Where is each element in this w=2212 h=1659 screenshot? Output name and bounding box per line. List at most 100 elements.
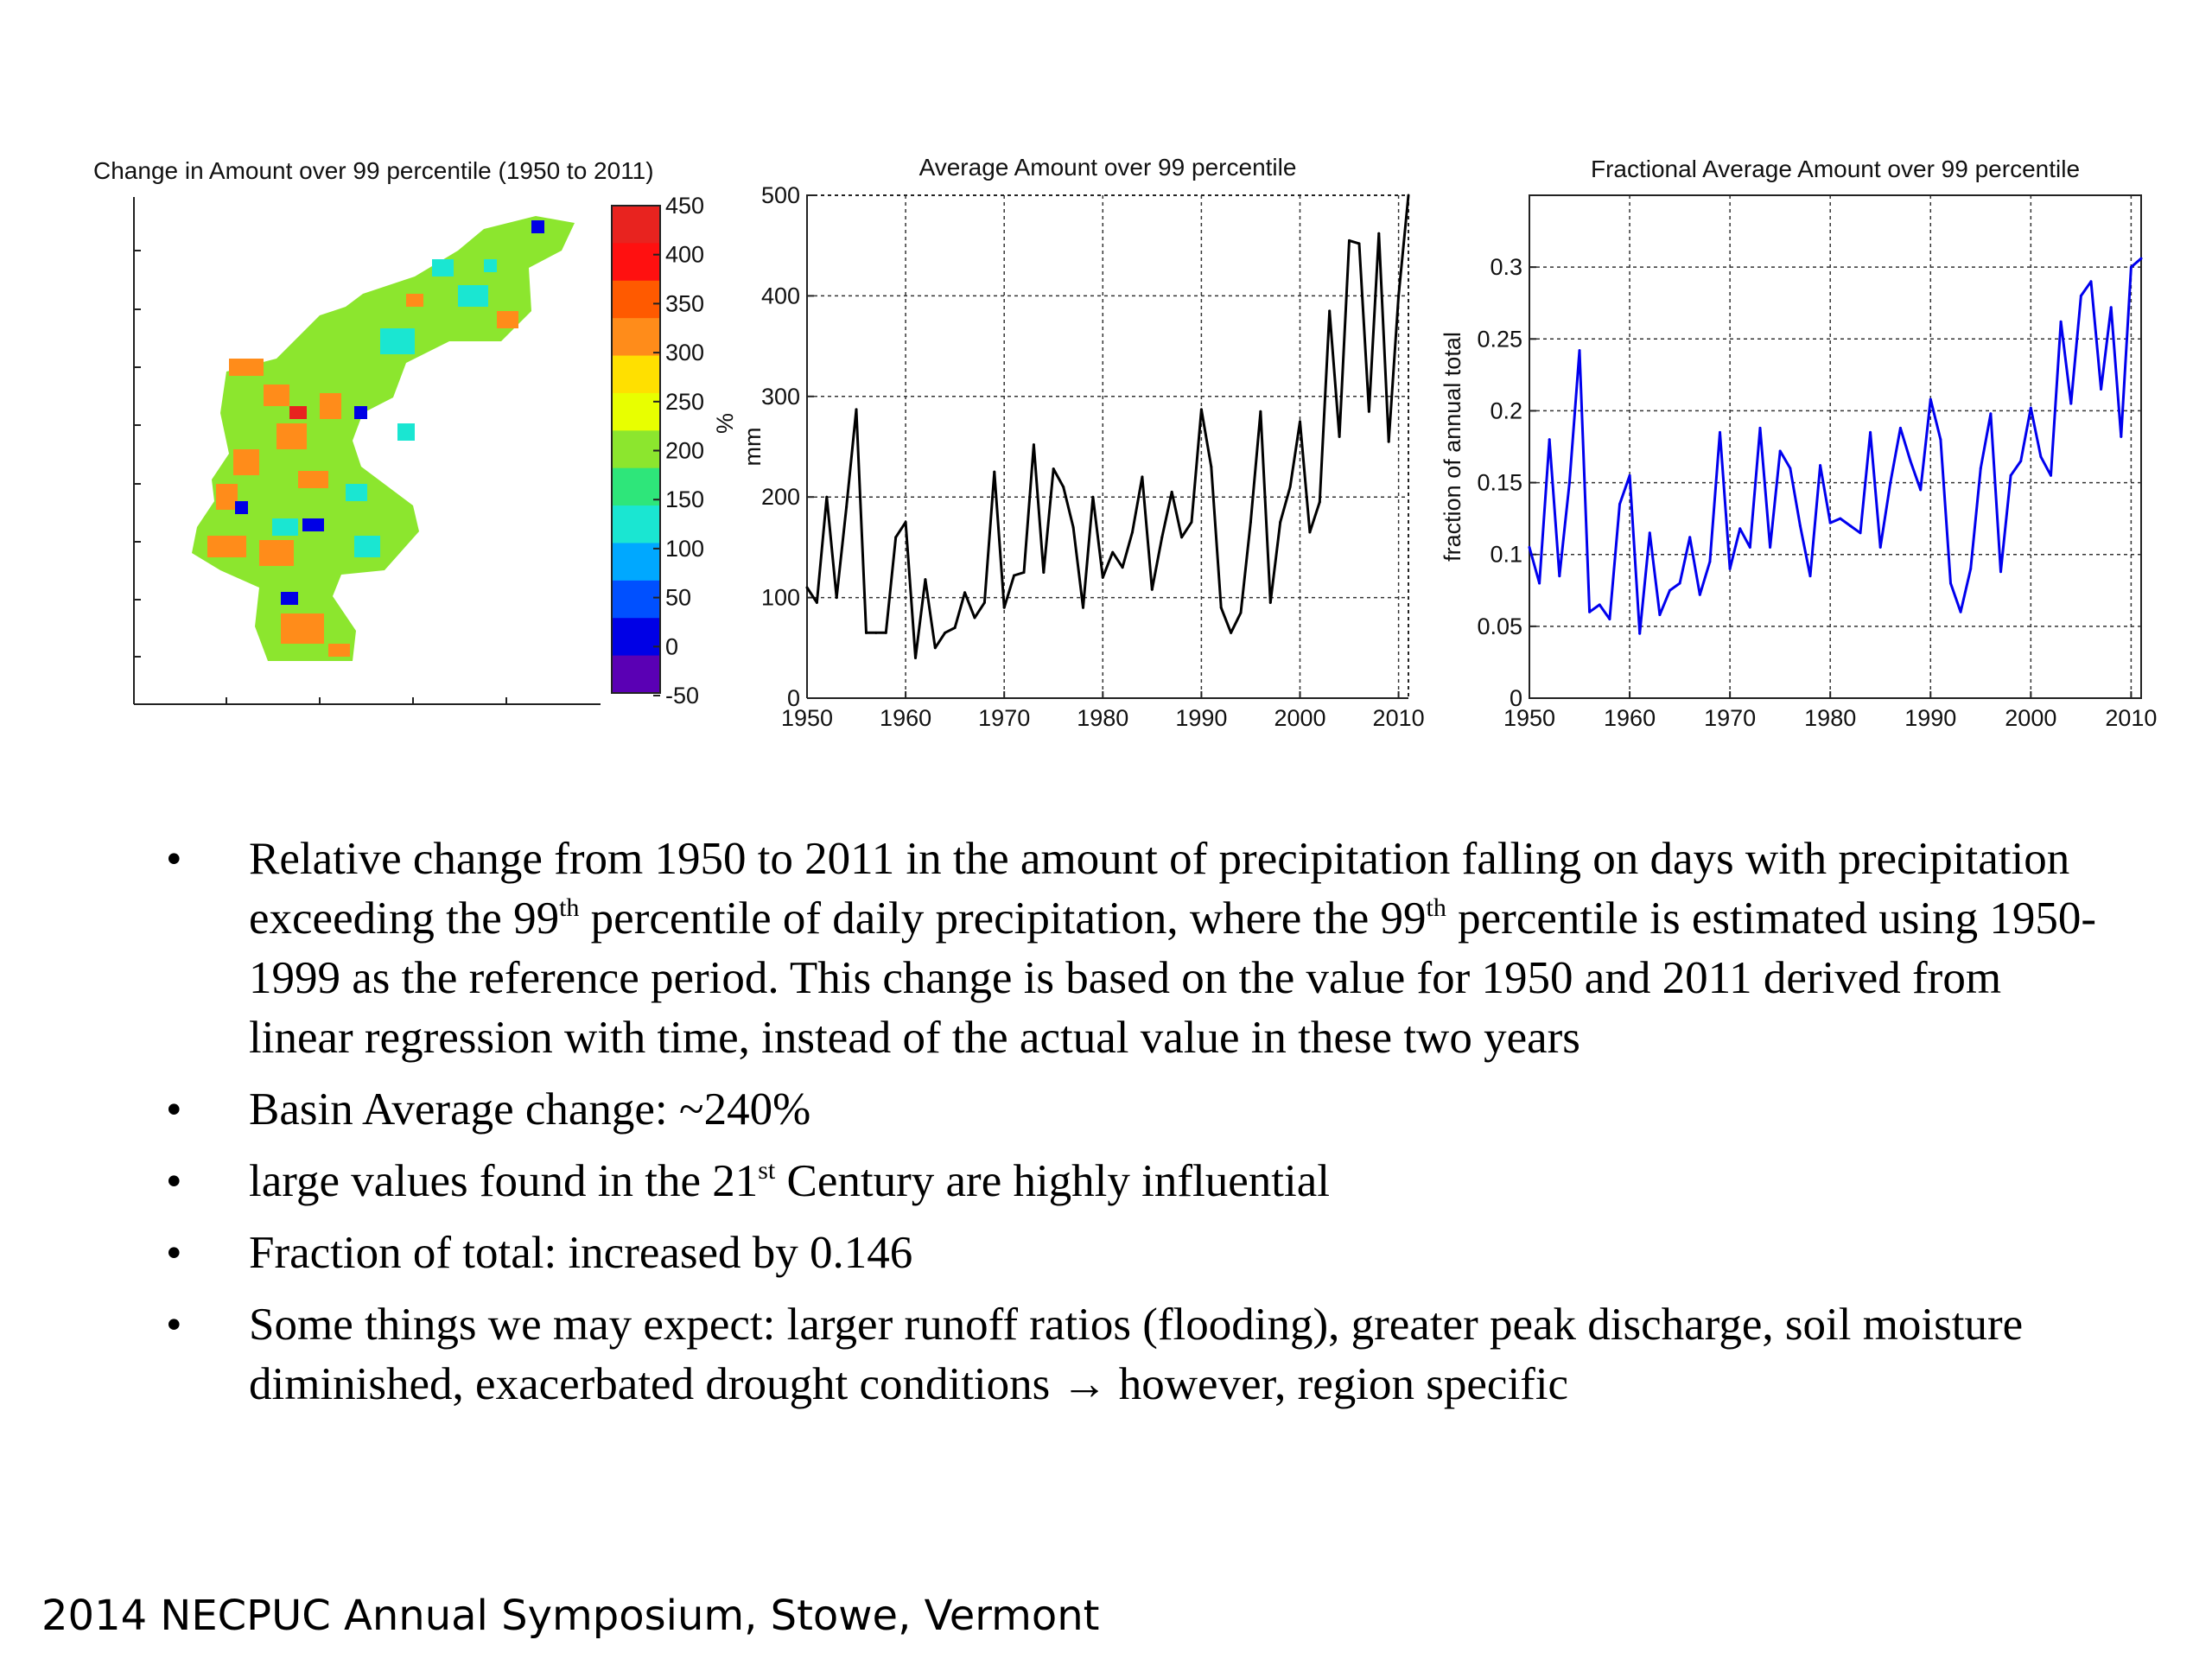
bullet-item: • Basin Average change: ~240% [156,1080,2108,1140]
x-tick-label: 1970 [1704,705,1756,731]
data-point [1052,467,1055,471]
data-point [1919,488,1923,492]
colorbar-tick-label: 250 [665,389,704,415]
colorbar-segment [612,430,660,469]
data-point [963,591,967,594]
data-point [1407,194,1410,197]
colorbar-tick-label: 400 [665,242,704,268]
data-point [1131,531,1135,534]
data-point [1979,467,1982,470]
data-point [1160,536,1164,539]
x-tick-label: 2000 [1274,705,1325,731]
bullet-text: Some things we may expect: larger runoff… [249,1300,2024,1409]
bullet-item: • Relative change from 1950 to 2011 in th… [156,830,2108,1068]
data-point [1638,632,1642,635]
data-point [1180,536,1184,539]
colorbar-tick-label: 300 [665,340,704,365]
map-axis-ticks [134,250,507,704]
chart-title: Fractional Average Amount over 99 percen… [1591,156,2080,182]
bullet-dot: • [166,1300,182,1350]
series-line [805,194,1410,659]
colorbar-tick-label: 350 [665,290,704,316]
data-point [1678,582,1681,585]
data-point [1889,481,1892,485]
data-point [1338,435,1341,438]
colorbar-ticks: 450 400 350 300 250 200 150 100 50 0 -50 [653,193,704,709]
bullet-text: Fraction of total: increased by 0.146 [249,1228,913,1278]
bullet-text: Century are highly influential [775,1156,1330,1206]
map-axes [133,197,601,705]
data-point [1141,475,1144,479]
data-point [855,408,858,411]
data-point [1719,430,1722,434]
colorbar-frame [611,205,661,694]
ordinal-suffix: st [758,1156,776,1185]
colorbar-segment [612,580,660,619]
data-point [2009,474,2012,477]
data-point [933,646,937,650]
y-axis-label: mm [740,428,766,467]
bullet-item: • Fraction of total: increased by 0.146 [156,1224,2108,1283]
x-tick-label: 2000 [2005,705,2056,731]
data-point [1668,588,1671,592]
data-point [1909,460,1912,463]
data-point [1170,490,1173,493]
data-point [1819,464,1822,467]
grid-lines [806,194,1408,699]
data-point [1249,520,1252,524]
data-point [825,495,829,499]
colorbar [611,205,661,694]
data-point [1032,443,1035,447]
data-point [1839,517,1842,520]
colorbar-segment [612,505,660,543]
ordinal-suffix: th [1426,893,1446,922]
y-tick-label: 200 [761,484,800,510]
y-tick-label: 0.2 [1490,397,1522,423]
bullet-text: → [1061,1359,1108,1409]
data-point [1588,610,1592,613]
data-point [1538,582,1541,585]
data-point [1071,525,1075,529]
bullet-text: Relative change from 1950 to 2011 in the… [249,834,2070,944]
data-point [805,586,809,589]
map-title: Change in Amount over 99 percentile (195… [93,157,654,184]
data-point [982,601,986,604]
bullet-dot: • [166,1084,182,1135]
avg-amount-chart: Average Amount over 99 percentile 1950 196… [740,154,1425,731]
data-point [1758,426,1762,429]
data-point [884,631,887,634]
data-point [1778,449,1782,453]
data-point [1288,486,1292,489]
data-point [993,470,996,474]
data-point [1898,426,1902,429]
data-point [1199,408,1203,411]
x-tick-label: 1950 [1503,705,1555,731]
data-point [1357,242,1361,245]
data-point [1578,349,1581,353]
data-point [1608,618,1611,621]
data-point [1878,545,1882,549]
x-tick-label: 1980 [1077,705,1128,731]
data-point [1387,440,1390,443]
data-point [1859,531,1862,535]
bullet-dot: • [166,834,182,884]
data-point [2089,280,2093,283]
colorbar-segment [612,206,660,244]
y-tick-label: 100 [761,585,800,611]
data-point [1548,438,1551,442]
y-tick-label: 0 [787,685,800,711]
bullet-item: • Some things we may expect: larger runof… [156,1295,2108,1414]
y-tick-label: 0.25 [1477,326,1522,352]
data-point [2050,474,2053,477]
data-point [1728,567,1732,570]
colorbar-tick-label: 0 [665,633,678,659]
colorbar-tick-label: 200 [665,438,704,464]
data-point [1397,294,1401,297]
data-point [1567,481,1571,485]
data-point [1367,410,1370,413]
data-point [2029,406,2032,410]
data-point [1969,567,1973,570]
data-point [1929,397,1932,401]
colorbar-segment [612,467,660,506]
colorbar-segment [612,318,660,357]
